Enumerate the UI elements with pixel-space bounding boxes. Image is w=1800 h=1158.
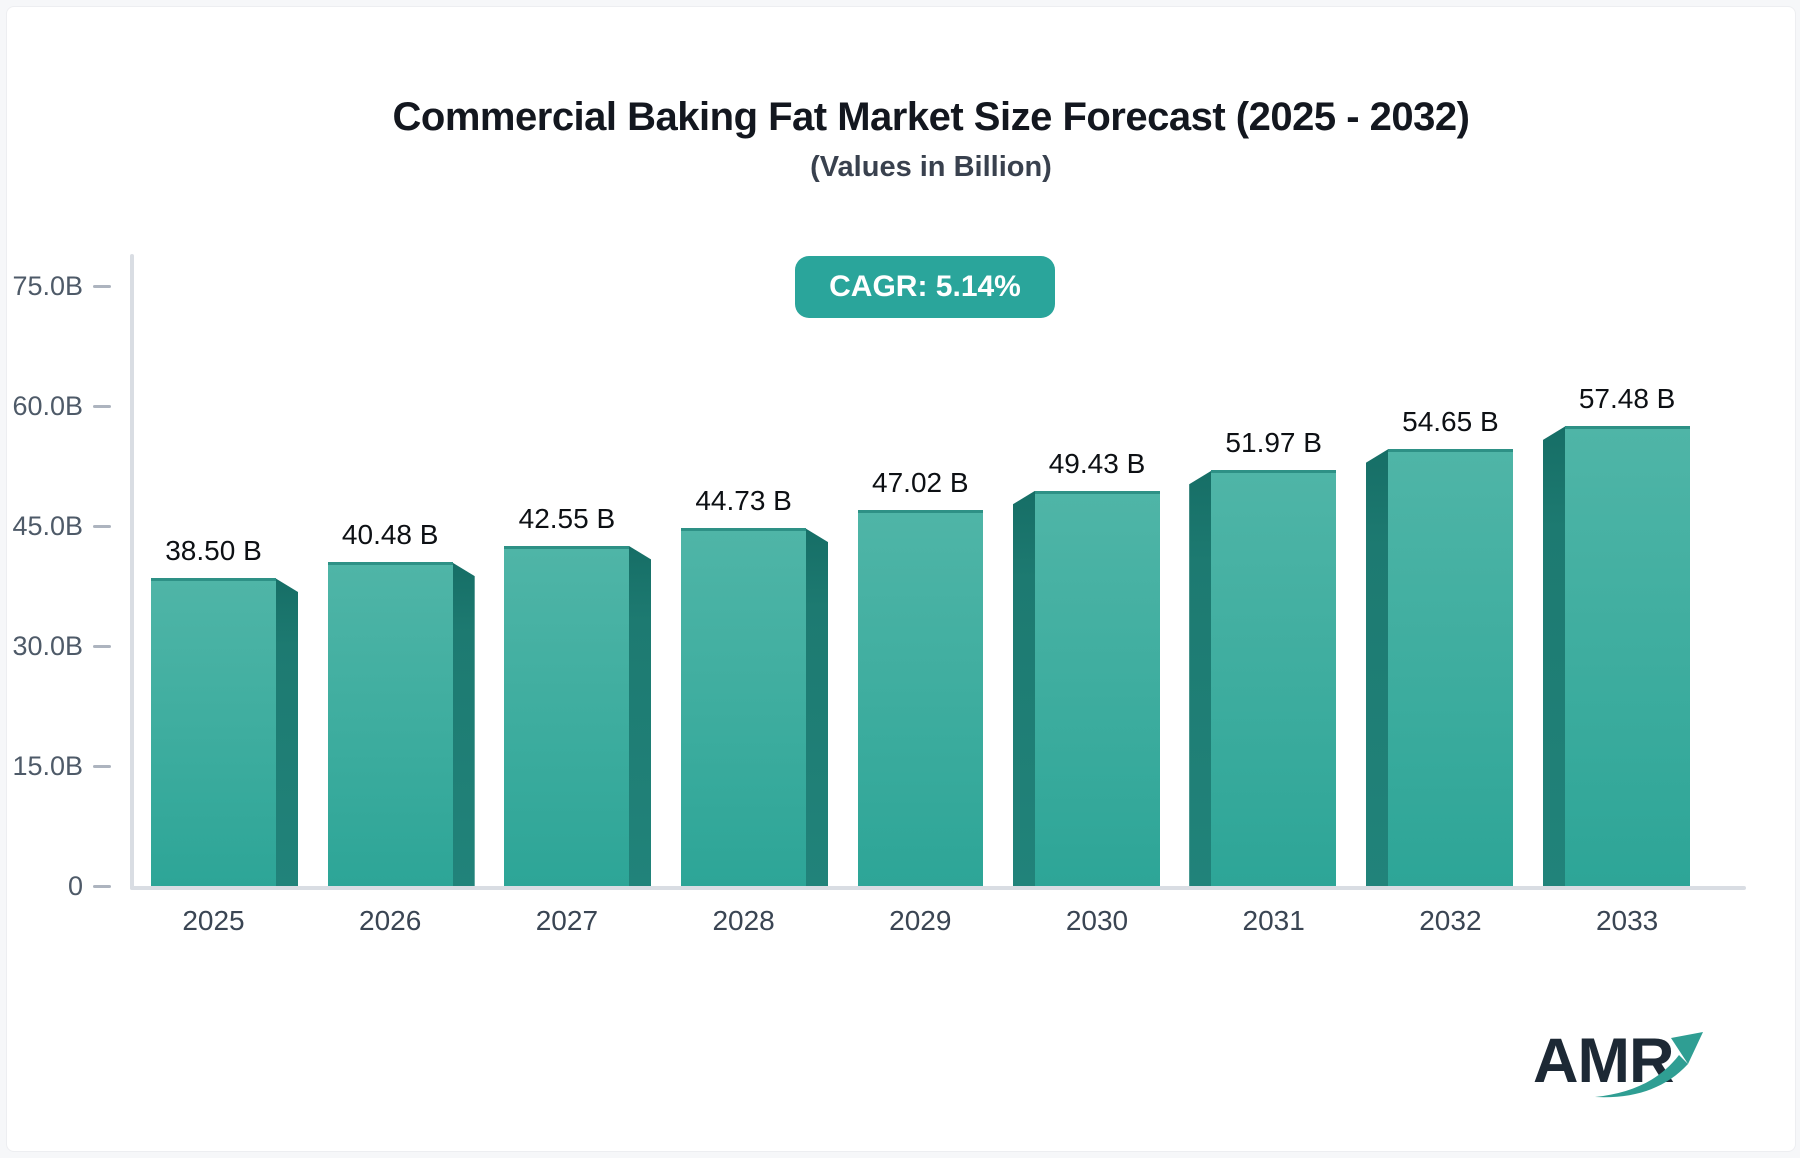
y-tick-label: 30.0B bbox=[12, 631, 83, 661]
y-tick-mark bbox=[93, 525, 111, 528]
bar-2033 bbox=[1564, 426, 1690, 886]
cagr-badge: CAGR: 5.14% bbox=[795, 256, 1055, 318]
bar-value-label: 51.97 B bbox=[1225, 427, 1322, 459]
bar-value-label: 49.43 B bbox=[1048, 447, 1146, 479]
y-tick-mark bbox=[93, 405, 111, 408]
bar-side bbox=[275, 578, 298, 886]
bar-side bbox=[451, 562, 475, 886]
y-tick-label: 45.0B bbox=[12, 511, 83, 541]
growth-arrow-icon bbox=[1595, 1032, 1703, 1098]
chart-subtitle: (Values in Billion) bbox=[810, 151, 1052, 183]
bar-2025 bbox=[151, 578, 276, 886]
y-axis-line bbox=[130, 254, 134, 890]
y-tick-label: 0 bbox=[67, 871, 83, 901]
bar-2027 bbox=[504, 545, 630, 886]
x-axis-label: 2025 bbox=[182, 905, 245, 936]
bar-value-label: 38.50 B bbox=[165, 535, 262, 566]
x-axis-label: 2033 bbox=[1595, 905, 1659, 936]
y-tick-label: 75.0B bbox=[12, 271, 83, 301]
x-axis-label: 2031 bbox=[1242, 905, 1305, 936]
y-tick-mark bbox=[93, 645, 111, 648]
bar-2029 bbox=[857, 509, 983, 886]
bar-2032 bbox=[1387, 448, 1513, 886]
x-axis-line bbox=[130, 886, 1746, 890]
bar-side bbox=[1189, 470, 1213, 886]
bar-side bbox=[1542, 426, 1566, 886]
x-axis-label: 2028 bbox=[712, 905, 775, 936]
bar-2030 bbox=[1034, 490, 1160, 886]
bar-2028 bbox=[681, 528, 807, 886]
x-axis-label: 2030 bbox=[1065, 905, 1129, 936]
chart-card: Commercial Baking Fat Market Size Foreca… bbox=[6, 6, 1796, 1152]
y-tick-mark bbox=[93, 885, 111, 888]
bar-2026 bbox=[327, 562, 453, 886]
x-axis-label: 2027 bbox=[535, 905, 599, 936]
y-tick-mark bbox=[93, 285, 111, 288]
amr-logo: AMR bbox=[1527, 1025, 1727, 1115]
x-axis-label: 2029 bbox=[889, 905, 952, 936]
bar-2031 bbox=[1211, 470, 1337, 886]
x-axis-label: 2032 bbox=[1419, 905, 1482, 936]
bar-value-label: 44.73 B bbox=[695, 485, 792, 517]
plot-area: 0 15.0B 30.0B 45.0B 60.0B 75.0B 38.50 B 2025 40.… bbox=[7, 7, 1795, 1151]
bar-value-label: 40.48 B bbox=[341, 519, 439, 551]
y-tick-mark bbox=[93, 765, 111, 768]
chart-title: Commercial Baking Fat Market Size Foreca… bbox=[392, 95, 1470, 139]
bar-side bbox=[628, 545, 652, 886]
bar-side bbox=[805, 528, 829, 886]
bar-value-label: 42.55 B bbox=[518, 502, 616, 534]
bar-value-label: 57.48 B bbox=[1578, 383, 1676, 415]
bar-value-label: 54.65 B bbox=[1402, 405, 1499, 437]
x-axis-label: 2026 bbox=[359, 905, 422, 936]
cagr-badge-row: CAGR: 5.14% bbox=[7, 256, 1795, 318]
bar-value-label: 47.02 B bbox=[872, 466, 969, 498]
bar-side bbox=[1012, 490, 1036, 886]
y-tick-label: 15.0B bbox=[12, 751, 83, 781]
y-tick-label: 60.0B bbox=[12, 391, 83, 421]
bar-side bbox=[1365, 448, 1389, 886]
